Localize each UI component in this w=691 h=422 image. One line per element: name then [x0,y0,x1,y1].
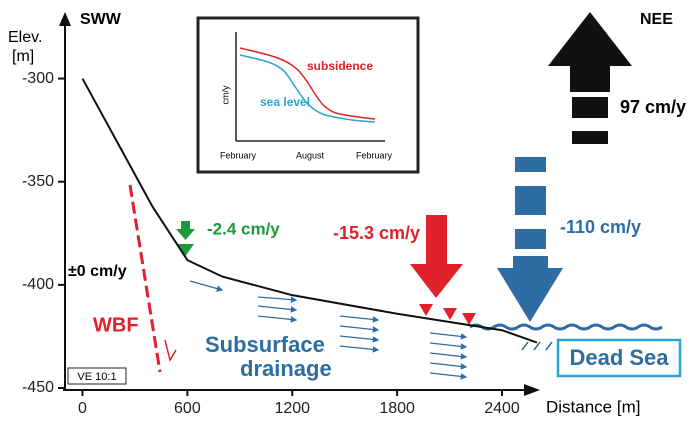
blue-arrow-block [515,186,546,215]
blue-arrow-block [515,157,546,172]
y-label: Elev. [8,29,42,46]
inset-legend: sea level [260,95,310,109]
inset-curve [239,47,376,120]
fault-label: WBF [93,314,139,336]
inset-x-label: February [356,150,393,160]
x-axis-arrow [524,384,540,396]
lake-label: Dead Sea [569,345,669,370]
rate-label: -110 cm/y [560,217,641,237]
red-arrow [426,215,447,265]
uplift-arrow-block [572,97,608,118]
x-tick-label: 2400 [484,400,520,417]
shore-hatch [521,341,553,351]
inset-x-label: August [296,150,325,160]
x-tick-label: 600 [174,400,201,417]
y-tick-label: -350 [22,173,54,190]
water-surface [469,323,663,331]
inset-legend: subsidence [307,59,373,73]
red-triangles [419,304,476,325]
fault-line [128,184,162,373]
inset-x-label: February [220,150,257,160]
y-tick-label: -450 [22,379,54,396]
drainage-arrows [189,280,468,380]
direction-label: SWW [80,11,122,28]
rate-label: -2.4 cm/y [207,219,280,238]
y-tick-label: -300 [22,70,54,87]
blue-arrow-block [515,229,546,249]
rate-label: ±0 cm/y [68,263,127,280]
drainage-label: Subsurface [205,332,325,357]
profile-line [81,78,538,344]
lake-box [556,338,682,378]
fault-symbol [164,339,177,362]
x-tick-label: 1800 [379,400,415,417]
rate-label: 97 cm/y [620,97,686,117]
y-axis-arrow [59,12,71,26]
red-arrow [410,264,463,298]
drainage-label: drainage [240,356,332,381]
ve-label: VE 10:1 [77,371,116,383]
direction-label: NEE [640,11,673,28]
x-label: Distance [m] [546,397,640,416]
uplift-arrow [548,12,632,92]
ve-box [67,367,127,385]
y-label: [m] [12,48,34,65]
x-tick-label: 1200 [274,400,310,417]
inset-curve [239,54,376,123]
x-tick-label: 0 [78,400,87,417]
rate-label: -15.3 cm/y [333,223,420,243]
blue-arrow [497,256,563,322]
y-tick-label: -400 [22,276,54,293]
green-arrow [176,229,195,256]
green-arrow [181,221,190,229]
uplift-arrow-block [572,131,608,144]
inset-y-label: cm/y [220,85,230,104]
inset-box [196,16,420,174]
